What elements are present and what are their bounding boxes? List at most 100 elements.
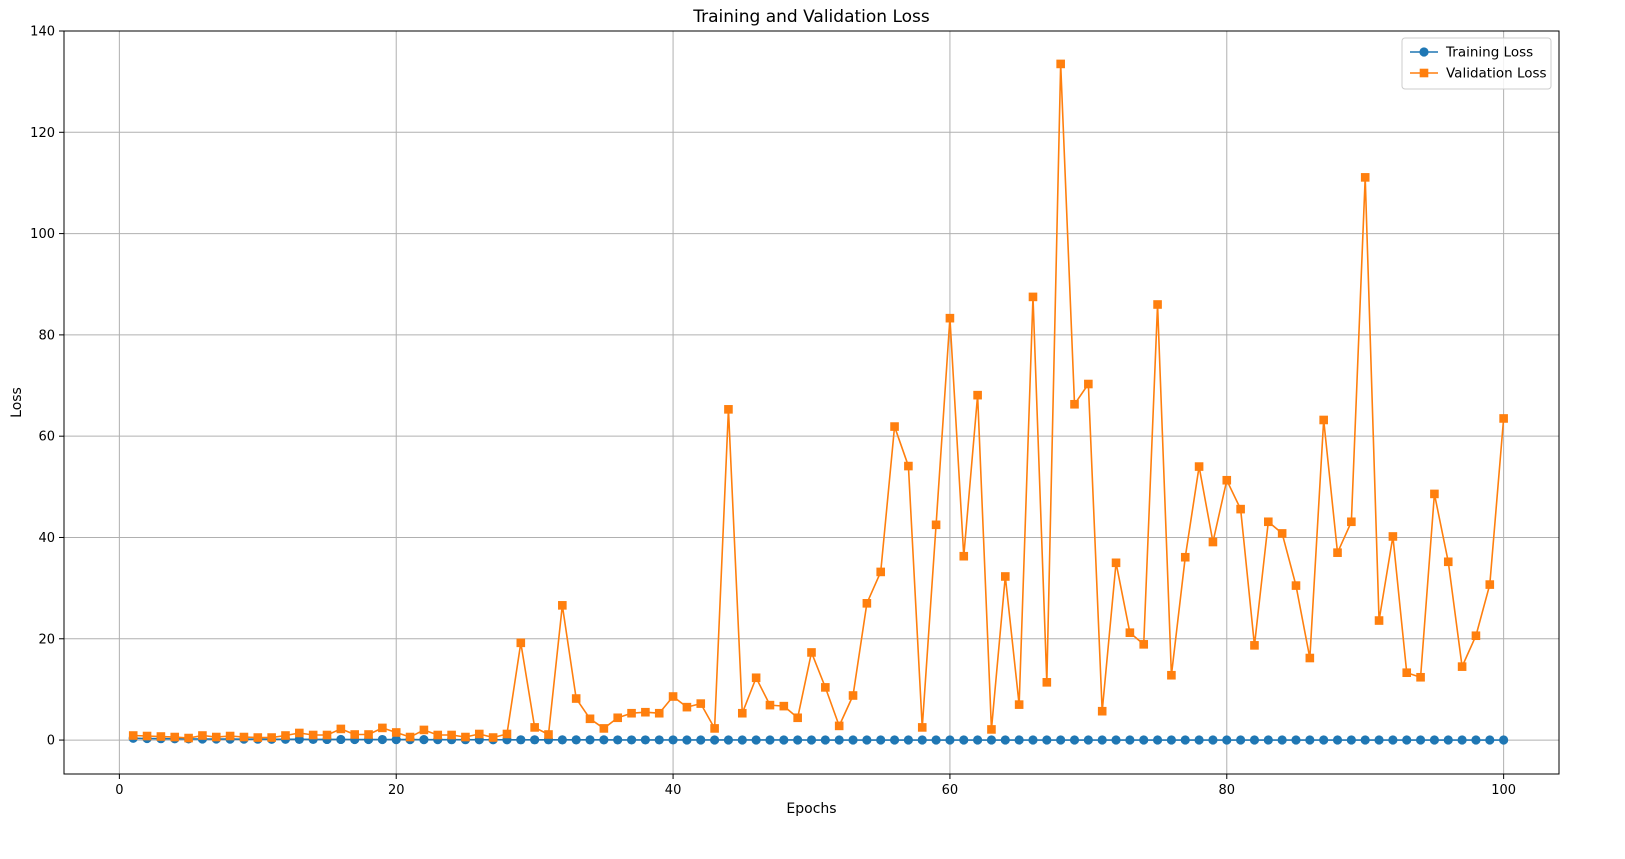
data-point (281, 731, 290, 740)
data-point (945, 735, 955, 745)
data-point (1152, 735, 1163, 745)
y-tick-label: 20 (38, 632, 55, 647)
data-point (391, 728, 401, 737)
data-point (295, 728, 304, 738)
legend-label: Validation Loss (1446, 66, 1547, 82)
data-point (1443, 735, 1453, 745)
data-point (530, 723, 539, 732)
y-tick-label: 80 (38, 328, 55, 343)
data-point (834, 721, 844, 731)
data-point (904, 461, 913, 471)
data-point (322, 730, 332, 740)
data-point (1028, 292, 1038, 302)
data-point (1346, 735, 1356, 745)
data-point (170, 732, 180, 742)
data-point (862, 599, 872, 608)
data-point (1028, 735, 1038, 745)
series-training-loss (128, 733, 1509, 745)
x-tick-label: 0 (115, 783, 123, 798)
data-point (710, 735, 720, 745)
data-point (1277, 529, 1287, 538)
data-point (834, 735, 844, 745)
data-point (682, 735, 692, 745)
data-point (1249, 735, 1260, 745)
x-tick-label: 60 (942, 783, 959, 798)
y-axis: 0 20 40 60 80 100 120 140 (30, 25, 64, 749)
data-point (1014, 735, 1024, 745)
y-axis-label: Loss (9, 387, 25, 418)
data-point (641, 707, 650, 717)
x-axis: 0 20 40 60 80 100 (115, 774, 1516, 798)
data-point (987, 725, 996, 734)
data-point (599, 724, 609, 733)
data-point (973, 390, 982, 400)
data-point (1125, 628, 1135, 637)
data-point (696, 699, 706, 708)
data-point (184, 733, 193, 743)
data-point (1430, 489, 1439, 499)
data-point (571, 694, 581, 703)
data-point (1305, 735, 1315, 745)
data-point (654, 708, 664, 718)
data-point (1180, 552, 1190, 562)
data-point (627, 708, 636, 718)
data-point (848, 691, 858, 700)
data-point (1457, 735, 1467, 745)
y-tick-label: 140 (30, 25, 55, 40)
data-point (530, 735, 540, 745)
data-point (267, 733, 276, 742)
data-point (640, 735, 650, 745)
data-point (821, 683, 830, 692)
data-point (1416, 672, 1425, 682)
y-tick-label: 60 (38, 430, 55, 445)
data-point (737, 735, 747, 745)
data-point (557, 735, 567, 745)
data-point (1319, 415, 1328, 425)
data-point (1429, 735, 1440, 745)
data-point (626, 735, 637, 745)
data-point (793, 735, 803, 745)
data-point (253, 733, 263, 742)
data-point (1402, 668, 1412, 678)
data-point (1083, 735, 1093, 745)
data-point (917, 723, 927, 732)
legend-label: Training Loss (1445, 45, 1533, 61)
data-point (876, 735, 886, 745)
data-point (1194, 462, 1204, 471)
data-point (308, 730, 318, 740)
data-point (1388, 735, 1398, 745)
x-axis-label: Epochs (786, 801, 836, 817)
data-point (1208, 537, 1218, 547)
data-point (765, 735, 775, 745)
data-point (890, 422, 899, 431)
data-point (1000, 572, 1010, 581)
data-point (198, 731, 207, 740)
data-point (1347, 517, 1356, 527)
data-point (1374, 616, 1384, 625)
data-point (1402, 735, 1412, 745)
data-point (516, 735, 526, 745)
legend-box (1401, 37, 1552, 90)
data-point (1153, 300, 1162, 309)
data-point (931, 520, 941, 530)
chart-title: Training and Validation Loss (692, 7, 930, 27)
data-point (1291, 735, 1301, 745)
data-point (931, 735, 941, 745)
series-line (133, 63, 1505, 739)
data-point (820, 735, 830, 745)
data-point (724, 405, 733, 414)
data-point (1000, 735, 1010, 745)
data-point (1166, 735, 1177, 745)
x-tick-label: 100 (1491, 783, 1516, 798)
data-point (1111, 558, 1121, 568)
data-point (1485, 735, 1495, 745)
legend-marker (1419, 47, 1429, 57)
data-point (225, 731, 235, 741)
data-point (1236, 735, 1246, 745)
legend: Training Loss Validation Loss (1401, 37, 1552, 90)
data-point (1263, 735, 1273, 745)
data-point (447, 730, 456, 740)
data-point (903, 735, 913, 745)
data-point (1167, 670, 1176, 680)
axes-frame (63, 30, 1560, 775)
